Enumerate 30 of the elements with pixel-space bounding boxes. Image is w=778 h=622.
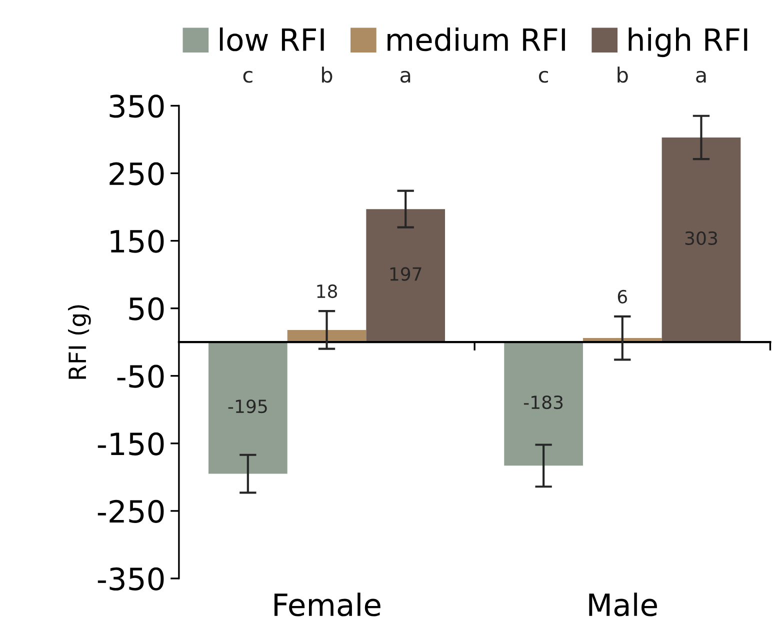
data-label: -195 bbox=[228, 400, 267, 414]
data-label: 303 bbox=[685, 231, 718, 246]
legend-label: high RFI bbox=[628, 28, 748, 58]
legend-label: low RFI bbox=[220, 28, 324, 52]
bar bbox=[662, 137, 741, 342]
y-tick-label: -150 bbox=[98, 432, 164, 456]
y-tick-label: -50 bbox=[117, 364, 164, 388]
text: b bbox=[618, 66, 628, 83]
y-axis-title: RFI (g) bbox=[68, 305, 91, 379]
data-label: 6 bbox=[618, 290, 628, 304]
text: c bbox=[243, 70, 252, 83]
data-label: -183 bbox=[524, 395, 563, 410]
bar bbox=[504, 342, 583, 466]
y-tick-label: -350 bbox=[98, 567, 164, 591]
y-tick-label: 350 bbox=[110, 94, 164, 118]
x-tick-label: Female bbox=[274, 592, 380, 616]
text: b bbox=[322, 66, 332, 83]
data-label: 197 bbox=[390, 267, 422, 281]
text: a bbox=[696, 70, 706, 83]
text: a bbox=[400, 70, 410, 83]
text: c bbox=[538, 70, 548, 83]
y-tick-label: -250 bbox=[98, 500, 164, 523]
data-label: 18 bbox=[317, 284, 338, 298]
legend-label: medium RFI bbox=[388, 28, 565, 52]
bar bbox=[366, 209, 446, 342]
bar bbox=[208, 342, 288, 474]
y-tick-label: 50 bbox=[129, 297, 164, 320]
y-tick-label: 150 bbox=[110, 230, 164, 253]
x-tick-label: Male bbox=[589, 592, 657, 616]
y-tick-label: 250 bbox=[110, 162, 164, 186]
